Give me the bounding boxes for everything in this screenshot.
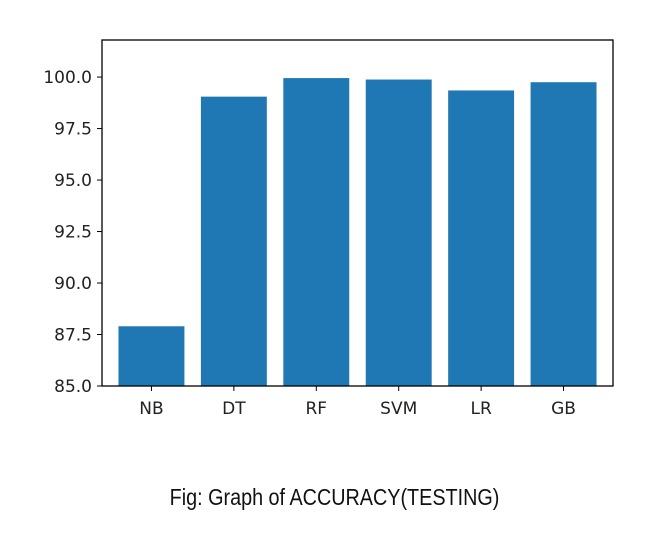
y-tick-label: 95.0: [54, 171, 92, 191]
x-tick-label: NB: [139, 399, 163, 419]
y-tick-label: 90.0: [54, 274, 92, 294]
x-tick-label: RF: [305, 399, 327, 419]
bar-gb: [530, 82, 597, 386]
x-tick-label: GB: [551, 399, 576, 419]
x-tick-label: SVM: [380, 399, 417, 419]
bar-lr: [448, 90, 515, 387]
bar-nb: [118, 326, 185, 386]
figure-caption: Fig: Graph of ACCURACY(TESTING): [169, 484, 500, 510]
y-tick-label: 92.5: [54, 223, 92, 243]
bar-rf: [283, 78, 350, 386]
x-tick-label: DT: [222, 399, 246, 419]
x-tick-label: LR: [470, 399, 491, 419]
x-axis: NB DT RF SVM LR GB: [139, 386, 576, 419]
y-tick-label: 100.0: [43, 68, 92, 88]
y-axis: 85.0 87.5 90.0 92.5 95.0 97.5 100.0: [43, 68, 102, 397]
y-tick-label: 97.5: [54, 120, 92, 140]
bar-svm: [365, 79, 432, 386]
plot-frame: [101, 39, 614, 387]
y-tick-label: 87.5: [54, 326, 92, 346]
y-tick-label: 85.0: [54, 377, 92, 397]
bars-group: [118, 78, 597, 387]
bar-dt: [200, 96, 267, 386]
